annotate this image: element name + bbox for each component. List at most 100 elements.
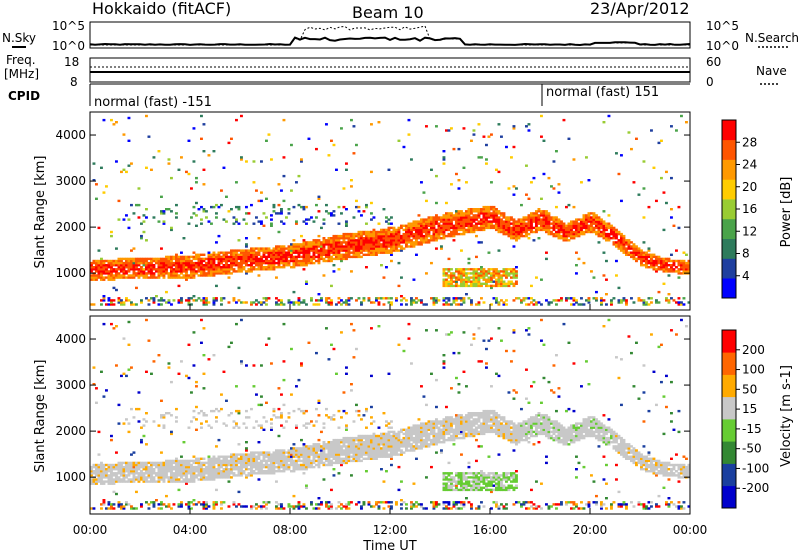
power-cell [292,255,296,259]
power-cell [297,253,301,256]
power-cell [552,160,556,163]
power-cell [512,222,516,225]
velocity-cell [237,470,241,473]
velocity-cell [295,505,298,508]
power-cell [447,226,451,230]
power-cell [345,249,348,252]
power-cell [560,299,563,302]
power-cell [152,299,156,302]
power-cell [152,266,156,269]
power-cell [572,237,576,240]
power-cell [680,266,683,269]
power-cell [552,234,556,238]
velocity-cell [312,453,316,456]
power-cell [462,212,466,215]
power-cell [480,210,483,213]
power-cell [562,237,566,240]
velocity-cell [292,494,296,498]
power-cell [460,216,463,219]
power-cell [192,212,196,215]
power-cell [135,203,138,207]
power-cell [452,218,456,221]
power-cell [375,245,378,248]
velocity-cell [357,441,361,444]
power-cell [512,272,516,275]
velocity-cell [117,480,121,483]
power-cell [207,259,211,263]
velocity-cell [190,459,193,463]
power-cell [595,297,598,300]
velocity-cell [165,472,168,475]
power-cell [510,228,513,232]
power-cell [557,191,561,194]
power-cell [527,214,531,217]
power-cell [475,255,478,259]
velocity-cell [197,468,201,471]
velocity-cell [310,501,313,504]
power-cell [407,118,411,122]
power-cell [395,247,398,250]
velocity-cell [195,385,198,388]
power-cell [145,259,148,263]
velocity-cell [355,438,358,442]
power-cell [592,276,596,279]
power-cell [222,297,226,300]
power-cell [460,220,463,223]
power-cell [390,297,393,300]
velocity-cell [177,478,181,481]
velocity-cell [110,472,113,475]
power-cell [180,276,183,279]
power-cell [482,276,486,279]
power-cell [280,247,283,250]
power-cell [575,222,578,225]
velocity-cell [240,468,243,471]
power-cell [572,297,576,300]
power-cell [395,297,398,300]
power-cell [457,187,461,190]
power-cell [282,257,286,261]
power-cell [510,226,513,230]
velocity-cell [350,447,353,450]
power-cell [530,228,533,232]
power-cell [192,274,196,277]
power-cell [90,278,93,281]
velocity-cell [232,455,236,458]
power-cell [627,131,631,134]
velocity-cell [345,428,348,431]
power-cell [160,257,163,261]
power-cell [177,259,181,263]
power-cell [307,257,311,261]
power-cell [177,168,181,171]
power-cell [552,222,556,225]
velocity-cell [97,474,101,477]
power-cell [192,251,196,254]
velocity-cell [357,447,361,450]
velocity-cell [257,468,261,471]
velocity-cell [265,453,268,456]
velocity-cell [302,449,306,452]
power-cell [262,212,266,215]
power-cell [385,247,388,250]
power-cell [140,301,143,304]
velocity-cell [235,385,238,388]
power-cell [605,278,608,281]
power-cell [520,228,523,232]
power-cell [595,222,598,225]
power-cell [520,220,523,223]
power-cell [142,259,146,263]
power-cell [420,301,423,304]
power-cell [115,247,118,250]
power-cell [247,270,251,273]
power-cell [302,257,306,261]
velocity-cell [110,507,113,510]
power-cell [317,261,321,265]
power-cell [275,249,278,252]
power-cell [350,255,353,259]
power-cell [135,259,138,263]
power-cell [485,284,488,288]
power-cell [417,224,421,227]
power-cell [332,237,336,240]
power-cell [320,245,323,248]
power-cell [435,216,438,219]
power-cell [442,224,446,227]
